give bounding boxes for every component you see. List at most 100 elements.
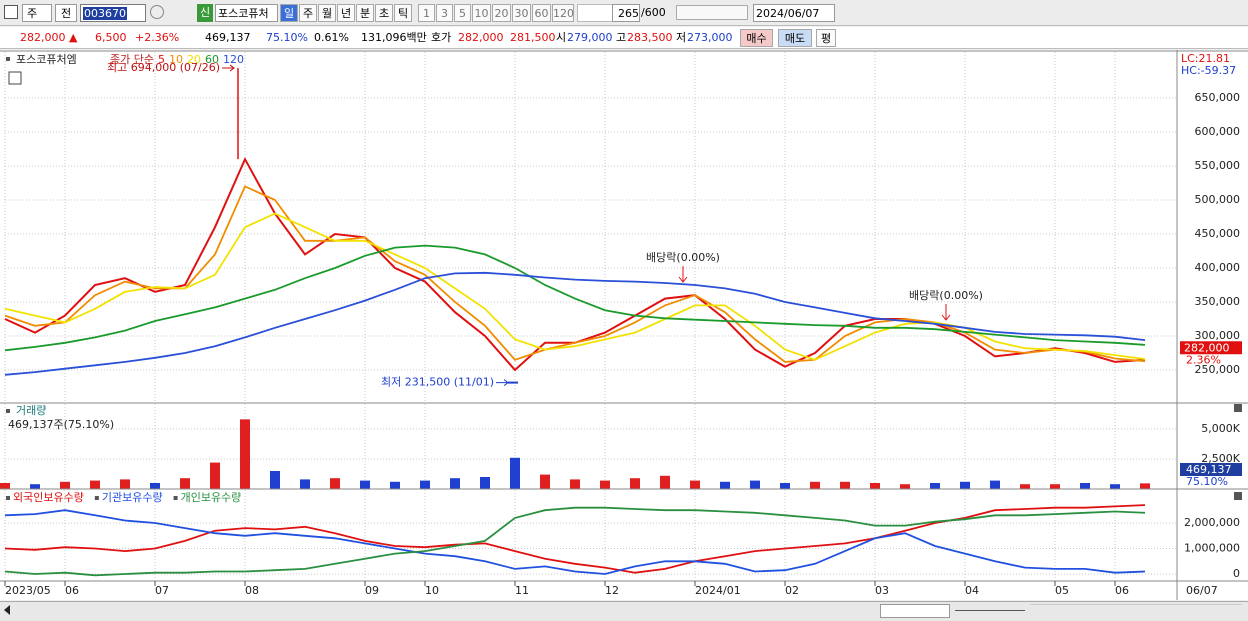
change-label: 2.36% bbox=[1186, 353, 1221, 366]
interval-button[interactable]: 60 bbox=[532, 4, 551, 22]
panel-title: 포스코퓨처엠 bbox=[16, 53, 77, 66]
tool-icons[interactable] bbox=[676, 5, 748, 20]
y-tick-label: 500,000 bbox=[1195, 193, 1241, 206]
legend-entry: 개인보유수량 bbox=[181, 491, 242, 504]
period-button[interactable]: 틱 bbox=[394, 4, 412, 22]
legend-marker bbox=[94, 496, 99, 500]
y-tick-label: 1,000,000 bbox=[1184, 542, 1240, 555]
avg-button[interactable]: 평 bbox=[816, 29, 836, 47]
scroll-left[interactable] bbox=[4, 605, 10, 615]
panel-close bbox=[1234, 404, 1242, 412]
buy-button[interactable]: 매수 bbox=[740, 29, 773, 47]
series-line bbox=[4, 271, 1146, 376]
period-button[interactable]: 주 bbox=[299, 4, 317, 22]
annotation: 최고 694,000 (07/26) bbox=[107, 61, 220, 74]
volume-bar bbox=[300, 479, 310, 489]
legend-marker bbox=[173, 496, 178, 500]
volume-bar bbox=[60, 481, 70, 489]
y-tick-label: 650,000 bbox=[1195, 91, 1241, 104]
y-tick-label: 400,000 bbox=[1195, 261, 1241, 274]
volume-bar bbox=[360, 480, 370, 489]
date-input[interactable]: 2024/06/07 bbox=[753, 4, 835, 22]
legend-marker bbox=[6, 57, 10, 61]
market-select[interactable]: 주 bbox=[22, 4, 52, 22]
x-tick-label: 09 bbox=[365, 584, 379, 597]
blank-select[interactable] bbox=[577, 4, 613, 22]
quote-bar: 282,000 ▲ 6,500 +2.36% 469,137 75.10% 0.61% 13… bbox=[0, 27, 1248, 49]
volume-bar bbox=[720, 481, 730, 489]
volume-bar bbox=[630, 478, 640, 489]
sell-button[interactable]: 매도 bbox=[778, 29, 812, 47]
nav-buttons[interactable] bbox=[880, 604, 950, 618]
interval-button[interactable]: 30 bbox=[512, 4, 531, 22]
quote-ratio: 0.61% bbox=[314, 31, 349, 44]
volume-bar bbox=[1140, 483, 1150, 489]
quote-open: 279,000 bbox=[567, 31, 613, 44]
y-tick-label: 250,000 bbox=[1195, 363, 1241, 376]
x-tick-label: 06 bbox=[65, 584, 79, 597]
volume-bar bbox=[540, 474, 550, 489]
volume-bar bbox=[1080, 482, 1090, 489]
code-input[interactable]: 003670 bbox=[80, 4, 146, 22]
new-badge[interactable]: 신 bbox=[197, 4, 213, 22]
toolbar: 주 전 003670 신 포스코퓨처 일 주 월 년 분 초 틱 1 3 5 10 20 30 60 120 265/6… bbox=[0, 0, 1248, 26]
x-tick-label: 02 bbox=[785, 584, 799, 597]
count-input[interactable]: 265 bbox=[612, 4, 640, 22]
code-text: 003670 bbox=[83, 7, 127, 20]
hc-label: HC:-59.37 bbox=[1181, 64, 1236, 77]
interval-button[interactable]: 3 bbox=[436, 4, 453, 22]
stock-name[interactable]: 포스코퓨처 bbox=[215, 4, 278, 22]
volume-bar bbox=[570, 479, 580, 489]
volume-bar bbox=[450, 478, 460, 489]
volume-tag bbox=[1180, 463, 1242, 476]
volume-bar bbox=[480, 476, 490, 489]
quote-bid: 281,500 bbox=[510, 31, 556, 44]
legend-entry: 기관보유수량 bbox=[102, 491, 163, 504]
interval-button[interactable]: 5 bbox=[454, 4, 471, 22]
zoom-slider[interactable] bbox=[955, 610, 1025, 611]
y-tick-label: 450,000 bbox=[1195, 227, 1241, 240]
x-end-label: 06/07 bbox=[1186, 584, 1218, 597]
annotation: 배당락(0.00%) bbox=[909, 289, 983, 302]
quote-high: 283,500 bbox=[627, 31, 673, 44]
interval-button[interactable]: 120 bbox=[552, 4, 574, 22]
volume-bar bbox=[1050, 484, 1060, 489]
tool-icons[interactable] bbox=[1030, 604, 1242, 618]
interval-button[interactable]: 20 bbox=[492, 4, 511, 22]
period-button[interactable]: 월 bbox=[318, 4, 336, 22]
kind-select[interactable]: 전 bbox=[55, 4, 77, 22]
period-button[interactable]: 일 bbox=[280, 4, 298, 22]
period-button[interactable]: 년 bbox=[337, 4, 355, 22]
period-button[interactable]: 분 bbox=[356, 4, 374, 22]
volume-bar bbox=[840, 481, 850, 489]
volume-tag-label: 469,137 bbox=[1186, 463, 1232, 476]
panel-title: 거래량 bbox=[16, 404, 46, 417]
x-tick-label: 06 bbox=[1115, 584, 1129, 597]
price-tag-label: 282,000 bbox=[1184, 341, 1230, 354]
volume-bar bbox=[750, 480, 760, 489]
volume-bar bbox=[120, 479, 130, 489]
volume-bar bbox=[210, 462, 220, 489]
volume-bar bbox=[900, 484, 910, 489]
period-button[interactable]: 초 bbox=[375, 4, 393, 22]
calc-icon bbox=[8, 71, 22, 85]
y-tick-label: 0 bbox=[1233, 567, 1240, 580]
y-tick-label: 5,000K bbox=[1201, 422, 1240, 435]
quote-open-label: 시 bbox=[556, 31, 567, 44]
legend-entry: 외국인보유수량 bbox=[13, 491, 84, 504]
y-tick-label: 2,500K bbox=[1201, 452, 1240, 465]
legend-entry: 5 bbox=[158, 53, 165, 66]
x-tick-label: 2024/01 bbox=[695, 584, 741, 597]
volume-bar bbox=[390, 481, 400, 489]
quote-change: 6,500 bbox=[95, 31, 127, 44]
search-icon[interactable] bbox=[150, 5, 164, 19]
interval-button[interactable]: 1 bbox=[418, 4, 435, 22]
volume-bar bbox=[0, 482, 10, 489]
scrollbar[interactable] bbox=[0, 601, 1248, 621]
volume-bar bbox=[810, 481, 820, 489]
quote-ask: 282,000 bbox=[458, 31, 504, 44]
quote-turnover: 75.10% bbox=[266, 31, 308, 44]
series-line bbox=[4, 506, 1146, 577]
menu-icon[interactable] bbox=[4, 5, 18, 19]
interval-button[interactable]: 10 bbox=[472, 4, 491, 22]
